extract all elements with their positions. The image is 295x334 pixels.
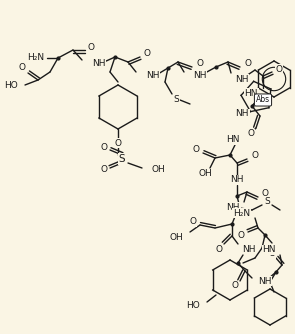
Text: NH: NH <box>146 71 160 80</box>
Text: O: O <box>248 130 255 139</box>
Text: NH: NH <box>193 71 206 80</box>
Text: O: O <box>252 152 258 161</box>
Text: NH: NH <box>242 244 255 254</box>
Text: NH: NH <box>258 277 271 286</box>
Text: S: S <box>264 197 270 206</box>
Text: HN: HN <box>245 89 258 98</box>
Text: O: O <box>268 249 276 259</box>
Text: S: S <box>119 154 125 164</box>
Text: OH: OH <box>169 232 183 241</box>
Text: O: O <box>193 146 199 155</box>
Text: O: O <box>261 189 268 198</box>
Text: HO: HO <box>186 301 200 310</box>
Text: OH: OH <box>198 169 212 178</box>
Text: OH: OH <box>152 166 166 174</box>
Text: NH: NH <box>230 175 244 184</box>
Text: HN: HN <box>263 245 276 255</box>
Text: HO: HO <box>4 80 18 90</box>
Text: O: O <box>196 58 204 67</box>
Text: O: O <box>189 217 196 226</box>
Text: O: O <box>245 58 252 67</box>
Text: O: O <box>276 64 283 73</box>
Text: NH: NH <box>235 110 249 119</box>
Text: O: O <box>232 282 238 291</box>
Text: S: S <box>173 96 179 105</box>
Text: H₂N: H₂N <box>233 208 250 217</box>
Text: HN: HN <box>227 136 240 145</box>
Text: O: O <box>216 245 222 255</box>
Text: O: O <box>114 139 122 148</box>
Text: O: O <box>101 166 107 174</box>
Text: Abs: Abs <box>256 96 270 105</box>
Text: H₂N: H₂N <box>27 53 44 62</box>
Text: O: O <box>101 144 107 153</box>
Text: O: O <box>143 48 150 57</box>
Text: NH: NH <box>235 74 248 84</box>
Text: O: O <box>248 130 255 139</box>
Text: NH: NH <box>227 202 240 211</box>
Text: O: O <box>237 230 245 239</box>
Text: O: O <box>88 43 94 52</box>
Text: O: O <box>19 63 25 72</box>
Text: NH: NH <box>92 59 106 68</box>
